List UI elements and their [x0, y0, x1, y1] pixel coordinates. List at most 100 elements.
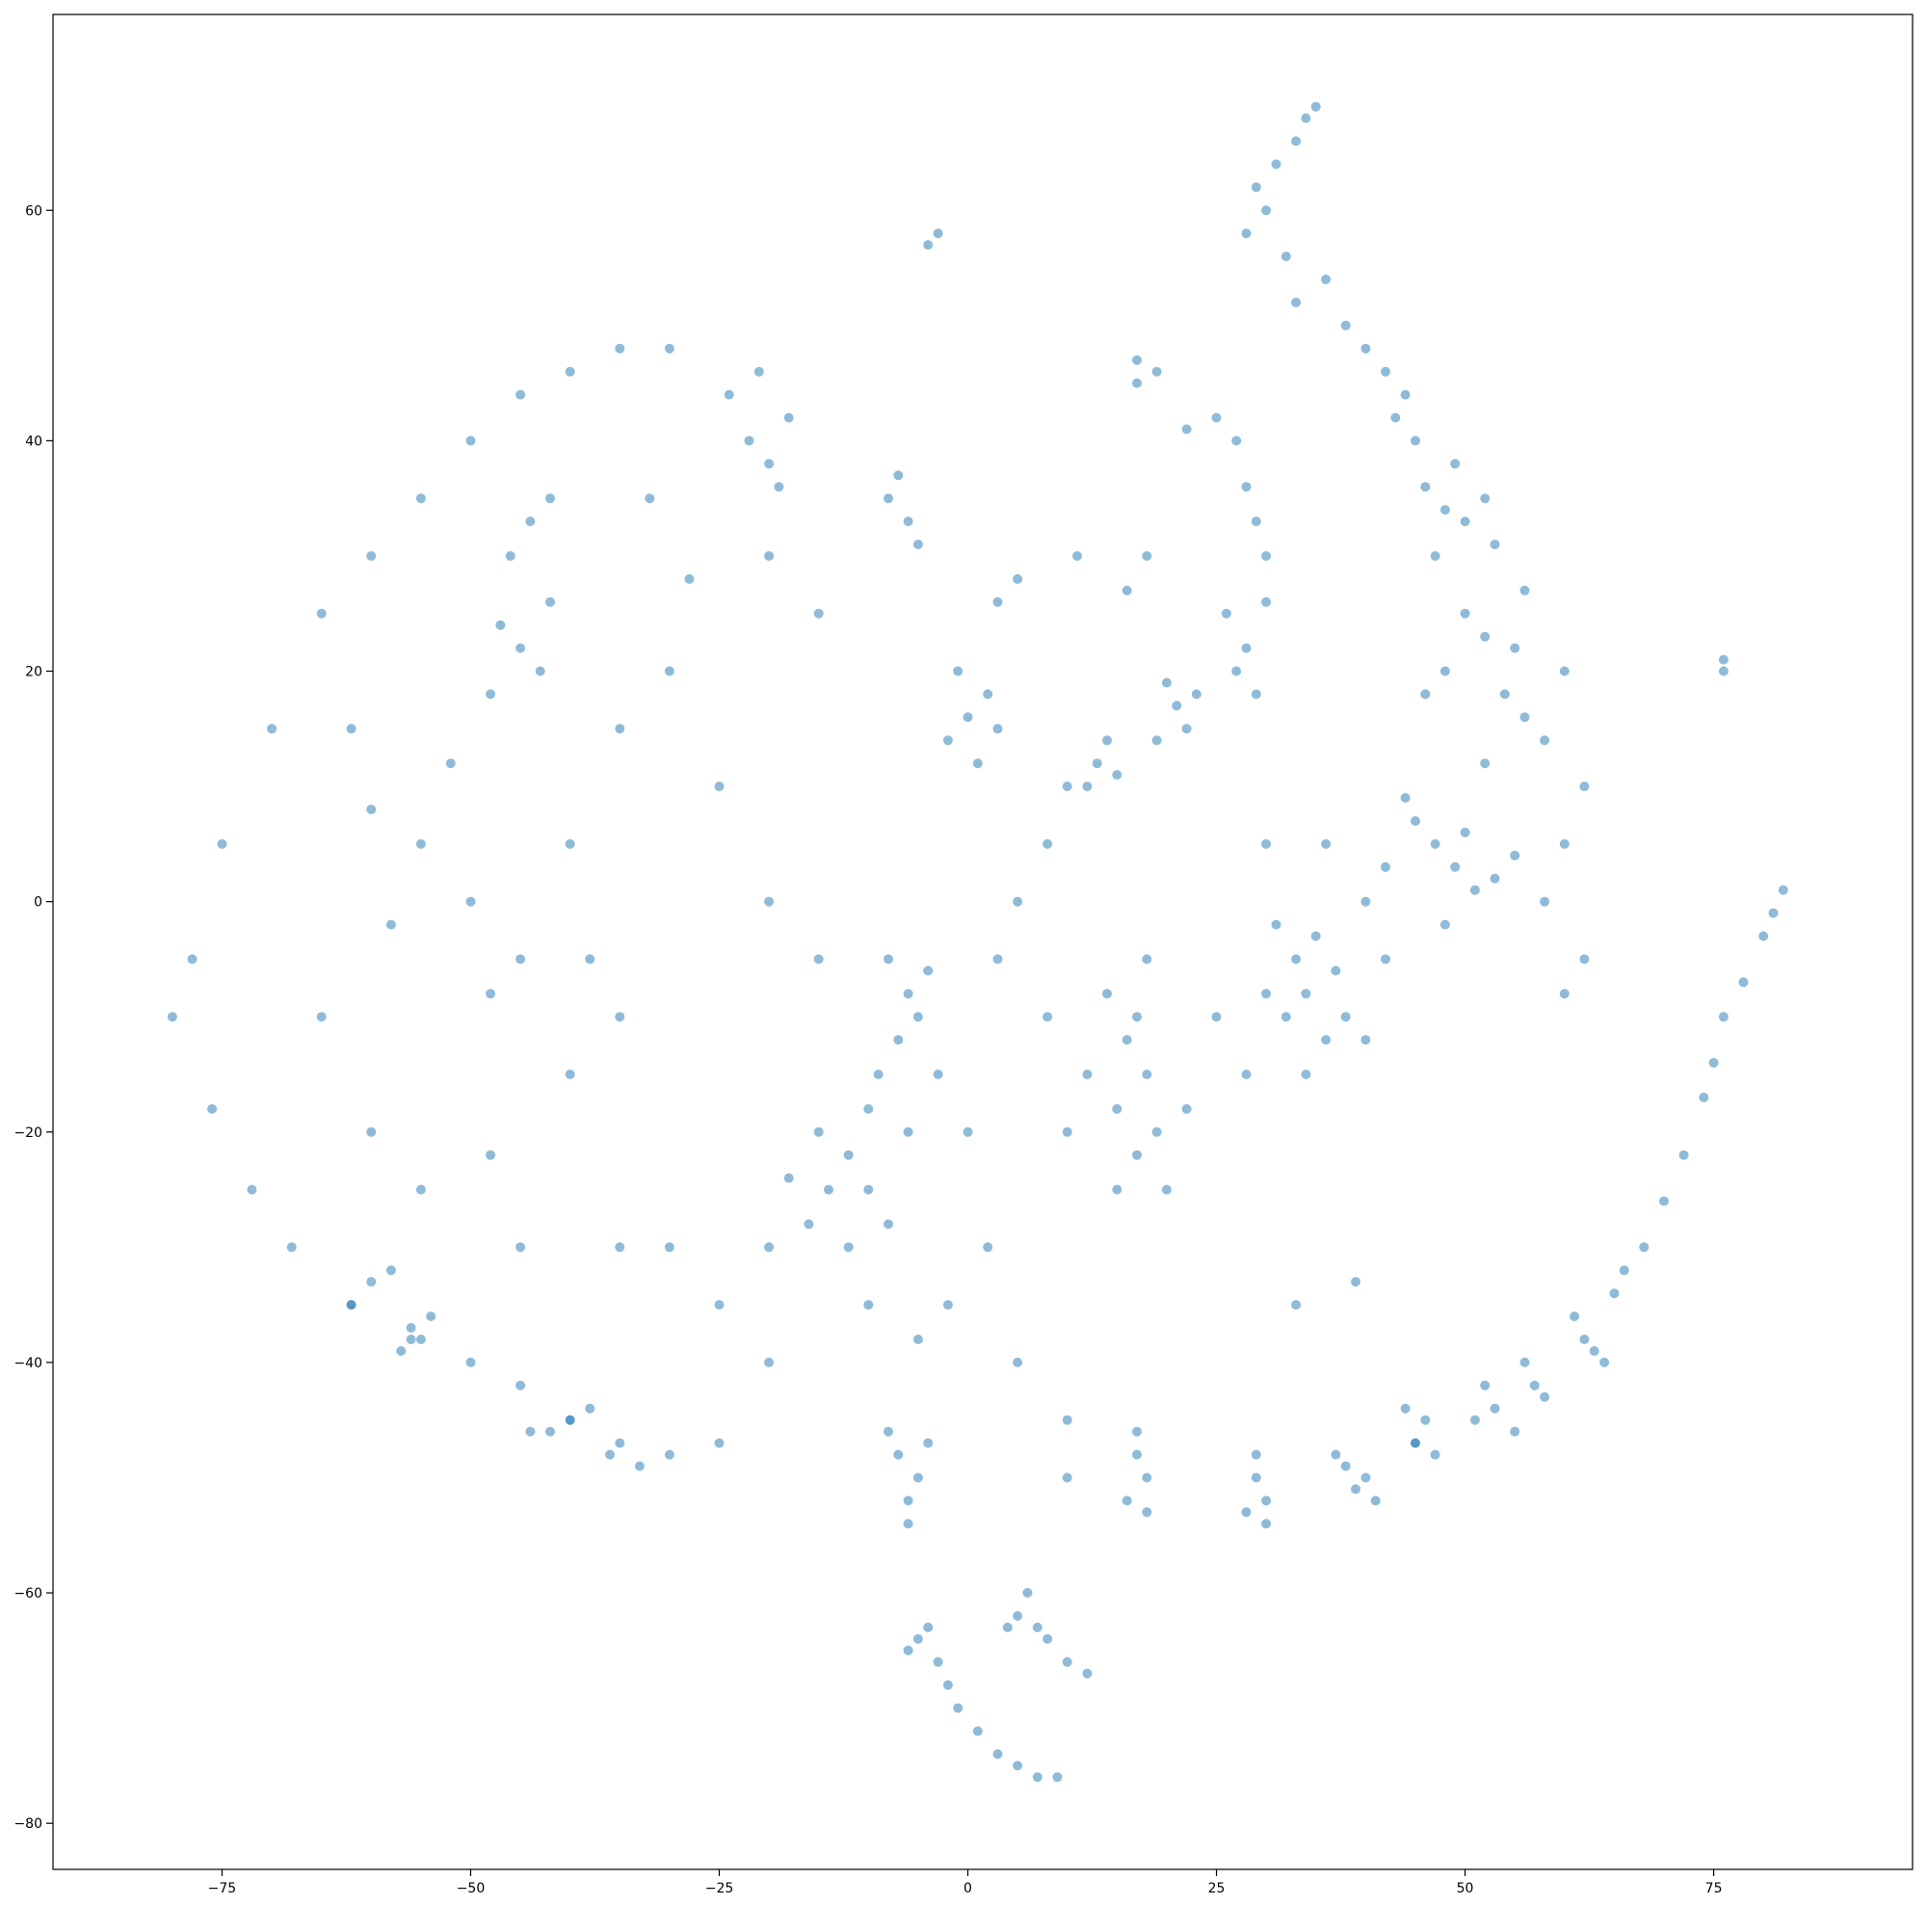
data-point: [366, 1277, 377, 1287]
data-point: [884, 954, 893, 965]
data-point: [366, 551, 377, 561]
data-point: [912, 1335, 923, 1344]
y-tick-label: 40: [25, 434, 42, 449]
data-point: [267, 724, 277, 734]
data-point: [545, 596, 555, 607]
data-point: [1221, 608, 1231, 619]
y-tick-label: 20: [25, 665, 42, 680]
data-point: [923, 240, 934, 251]
data-point: [1082, 1668, 1093, 1679]
y-tick-label: 0: [34, 895, 42, 911]
data-point: [824, 1184, 833, 1195]
data-point: [983, 689, 993, 700]
data-point: [415, 838, 426, 849]
data-point: [1251, 1449, 1261, 1460]
data-point: [884, 1219, 893, 1230]
data-point: [1013, 896, 1023, 907]
data-point: [1480, 758, 1491, 769]
data-point: [1420, 689, 1431, 700]
data-point: [1291, 1300, 1302, 1310]
data-point: [1251, 182, 1261, 193]
data-point: [1510, 1426, 1520, 1437]
data-point: [1181, 724, 1192, 734]
data-point: [933, 1070, 943, 1079]
data-point: [1659, 1196, 1669, 1206]
data-point: [1699, 1092, 1709, 1102]
data-point: [684, 573, 695, 584]
data-point: [1013, 1357, 1023, 1367]
data-point: [217, 838, 227, 849]
data-point: [972, 1726, 983, 1736]
data-point: [385, 1265, 396, 1276]
data-point: [167, 1012, 177, 1022]
data-point: [426, 1311, 436, 1322]
data-point: [615, 724, 625, 734]
data-point: [1321, 838, 1332, 849]
data-point: [1460, 827, 1470, 837]
data-point: [1043, 1633, 1053, 1644]
data-point: [1191, 689, 1201, 700]
data-point: [1251, 1472, 1261, 1483]
data-point: [1599, 1357, 1610, 1367]
data-point: [774, 482, 784, 492]
data-point: [1519, 585, 1530, 595]
data-point: [1570, 1311, 1580, 1322]
data-point: [1280, 1012, 1291, 1022]
data-point: [1112, 1103, 1122, 1114]
plot-frame: [52, 13, 1914, 1870]
data-point: [1559, 989, 1570, 999]
data-point: [813, 954, 824, 965]
data-point: [1251, 516, 1261, 527]
x-tick-label: −75: [208, 1881, 237, 1896]
data-point: [585, 1403, 595, 1414]
data-point: [445, 758, 456, 769]
data-point: [783, 412, 794, 423]
data-point: [764, 1242, 775, 1253]
data-point: [992, 954, 1003, 965]
data-point: [1261, 596, 1272, 607]
data-point: [515, 389, 526, 400]
data-point: [465, 436, 476, 446]
data-point: [664, 343, 674, 354]
y-tick-label: −80: [13, 1816, 42, 1832]
data-point: [1161, 1184, 1172, 1195]
data-point: [1261, 989, 1272, 999]
data-point: [1778, 885, 1788, 895]
data-point: [1082, 1070, 1093, 1079]
data-point: [1132, 1150, 1142, 1160]
data-point: [515, 954, 526, 965]
data-point: [1181, 1103, 1192, 1114]
data-point: [953, 1703, 964, 1713]
data-point: [1291, 954, 1302, 965]
data-point: [615, 1438, 625, 1448]
data-point: [465, 896, 476, 907]
data-point: [963, 1126, 973, 1137]
data-point: [664, 666, 674, 676]
data-point: [1142, 1070, 1152, 1079]
data-point: [972, 758, 983, 769]
x-tick-label: −50: [457, 1881, 486, 1896]
data-point: [1540, 735, 1550, 746]
data-point: [1112, 770, 1122, 781]
data-point: [863, 1184, 874, 1195]
data-point: [585, 954, 595, 965]
data-point: [1360, 1035, 1371, 1045]
data-point: [1132, 378, 1142, 388]
data-point: [1112, 1184, 1122, 1195]
data-point: [1052, 1772, 1063, 1783]
data-point: [942, 1300, 953, 1310]
data-point: [884, 493, 893, 504]
data-point: [1142, 1472, 1152, 1483]
y-tick-label: −40: [13, 1356, 42, 1371]
data-point: [286, 1242, 297, 1253]
data-point: [525, 1426, 536, 1437]
data-point: [316, 1012, 327, 1022]
data-point: [1062, 1126, 1072, 1137]
data-point: [863, 1103, 874, 1114]
data-point: [1261, 1519, 1272, 1529]
data-point: [1360, 896, 1371, 907]
data-point: [1490, 1403, 1500, 1414]
data-point: [605, 1449, 615, 1460]
data-point: [1589, 1346, 1599, 1356]
data-point: [983, 1242, 993, 1253]
